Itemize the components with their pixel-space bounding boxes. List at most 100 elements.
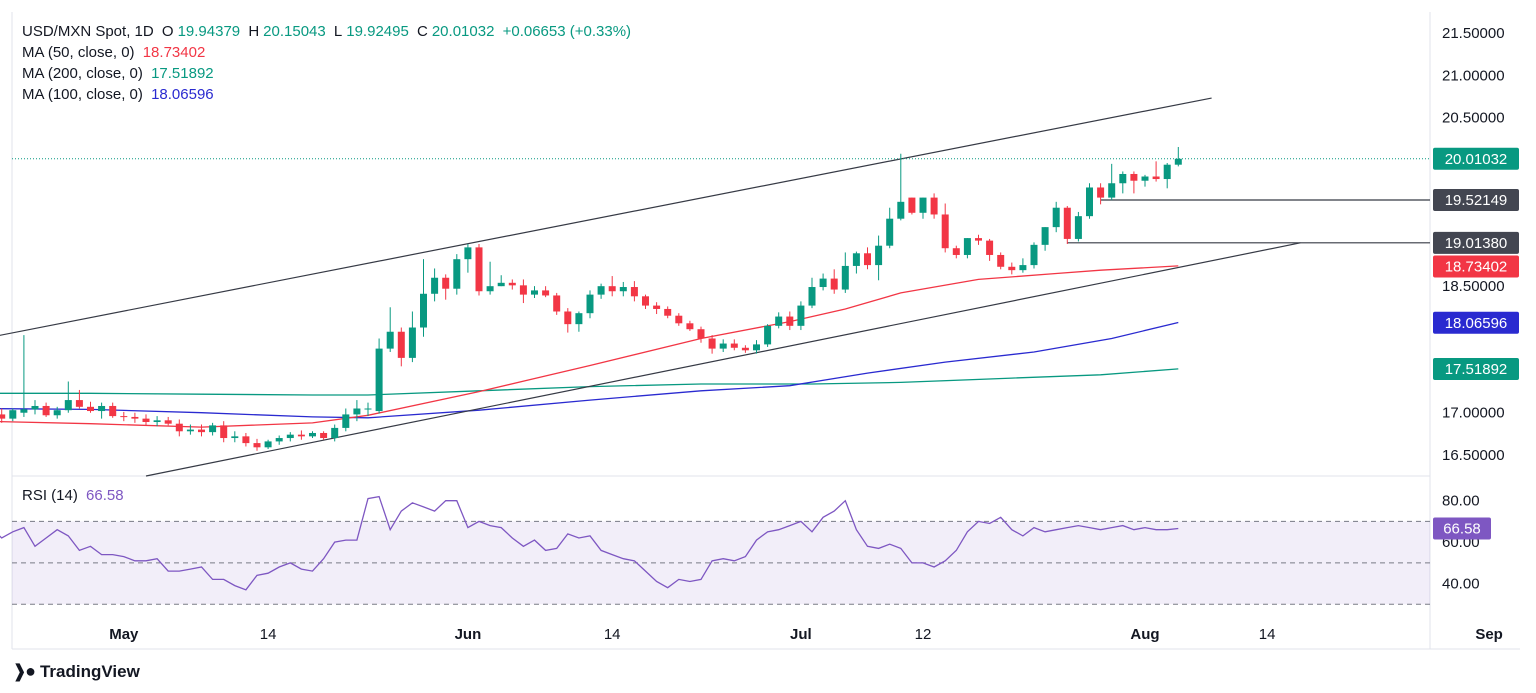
ma100-value: 18.06596: [151, 86, 214, 103]
candle-body: [442, 277, 450, 289]
time-axis-tick: 12: [915, 626, 932, 643]
candle-body: [575, 313, 583, 325]
candle-body: [353, 408, 361, 415]
rsi-line: [0, 495, 1179, 591]
candle-body: [886, 218, 894, 246]
price-axis-label: 19.01380: [1445, 235, 1508, 252]
price-axis-label: 19.52149: [1445, 192, 1508, 209]
brand-name: TradingView: [39, 661, 140, 681]
candle-body: [242, 436, 250, 444]
time-axis-tick: 14: [604, 626, 621, 643]
price-axis-label: 17.51892: [1445, 361, 1508, 378]
candle-body: [175, 423, 183, 432]
candle-body: [808, 287, 816, 306]
candle-body: [453, 259, 461, 289]
candle-body: [87, 406, 94, 412]
trend-channel-line: [145, 242, 1301, 477]
rsi-axis-tick: 40.00: [1442, 576, 1480, 593]
candle-body: [542, 290, 550, 296]
candle-body: [1063, 207, 1071, 239]
candle-body: [98, 405, 106, 412]
ma100-line: [0, 321, 1179, 419]
candle-body: [120, 416, 128, 418]
time-axis-tick: Jul: [790, 626, 812, 643]
time-axis-tick: Jun: [455, 626, 482, 643]
candle-body: [963, 238, 971, 255]
candle-body: [797, 305, 805, 326]
open-value: 19.94379: [177, 23, 241, 40]
close-label: C: [417, 23, 428, 40]
close-value: 20.01032: [431, 23, 495, 40]
candle-body: [930, 197, 938, 215]
candle-body: [342, 414, 350, 428]
candle-body: [952, 248, 960, 255]
candle-body: [209, 425, 217, 433]
candle-body: [75, 400, 83, 407]
time-axis-tick: May: [109, 626, 139, 643]
ma200-line: [0, 368, 1179, 396]
low-value: 19.92495: [346, 23, 409, 40]
last-price-label-bg: [1433, 147, 1519, 170]
ma50-value: 18.73402: [142, 44, 206, 61]
rsi-legend: RSI (14) 66.58: [22, 487, 128, 504]
price-axis-label-bg: [1433, 311, 1519, 334]
candle-body: [64, 400, 72, 411]
candle-body: [420, 293, 427, 328]
price-axis-tick: 16.50000: [1442, 447, 1505, 464]
candle-body: [31, 405, 39, 410]
price-axis-tick: 21.50000: [1442, 25, 1505, 42]
open-label: O: [161, 23, 174, 40]
candle-body: [608, 286, 616, 292]
price-axis-tick: 17.00000: [1442, 405, 1505, 422]
candle-body: [1119, 173, 1127, 184]
candle-body: [475, 247, 483, 292]
ma50-line: [0, 265, 1179, 428]
candle-body: [719, 343, 727, 349]
high-value: 20.15043: [263, 23, 326, 40]
candle-body: [864, 253, 871, 266]
price-axis-label: 18.06596: [1445, 315, 1508, 332]
candle-body: [741, 347, 749, 351]
price-axis-tick: 20.50000: [1442, 109, 1505, 126]
price-axis-label-bg: [1433, 357, 1519, 380]
candle-body: [653, 305, 661, 309]
rsi-label: RSI (14): [22, 487, 78, 504]
candle-body: [497, 282, 505, 287]
last-price-label: 20.01032: [1445, 151, 1508, 168]
tradingview-brand[interactable]: ❱● TradingView: [12, 661, 140, 682]
candle-body: [997, 254, 1005, 267]
price-axis-label-bg: [1433, 189, 1519, 212]
candle-body: [830, 278, 838, 290]
candle-body: [1019, 265, 1027, 271]
candle-body: [664, 308, 672, 316]
ma100-label: MA (100, close, 0): [22, 86, 143, 103]
candle-body: [708, 338, 716, 349]
candle-body: [875, 245, 883, 266]
change-value: +0.06653 (+0.33%): [502, 23, 632, 40]
candle-body: [841, 265, 849, 290]
candle-body: [164, 420, 172, 424]
candle-body: [1130, 173, 1138, 181]
candle-body: [1108, 183, 1116, 198]
candle-body: [630, 287, 638, 297]
candle-body: [309, 432, 316, 437]
ohlc-legend: USD/MXN Spot, 1D O 19.94379 H 20.15043 L 19…: [22, 23, 635, 40]
candle-body: [486, 286, 494, 292]
candle-body: [0, 414, 6, 419]
rsi-band: [12, 521, 1430, 605]
candle-body: [375, 348, 383, 412]
trend-channel-line: [0, 97, 1212, 336]
candle-body: [431, 277, 439, 294]
candle-body: [42, 405, 50, 416]
candle-body: [675, 315, 683, 324]
candle-body: [1174, 158, 1182, 165]
candle-body: [1041, 227, 1049, 245]
candle-body: [1141, 176, 1149, 181]
rsi-last-label: 66.58: [1443, 521, 1481, 538]
candle-body: [852, 253, 860, 266]
low-label: L: [333, 23, 343, 40]
candle-body: [286, 434, 294, 439]
ma200-legend: MA (200, close, 0) 17.51892: [22, 65, 218, 82]
candle-body: [1086, 187, 1093, 217]
